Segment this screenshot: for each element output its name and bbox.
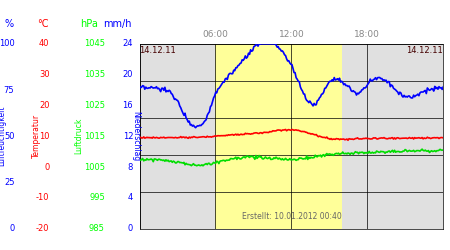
Text: %: % bbox=[4, 19, 13, 29]
Text: 12: 12 bbox=[123, 132, 133, 141]
Text: 0: 0 bbox=[128, 224, 133, 233]
Text: 8: 8 bbox=[128, 162, 133, 172]
Text: 1025: 1025 bbox=[84, 101, 105, 110]
Text: 10: 10 bbox=[39, 132, 50, 141]
Text: 995: 995 bbox=[89, 194, 105, 202]
Text: Luftfeuchtigkeit: Luftfeuchtigkeit bbox=[0, 106, 7, 166]
Text: °C: °C bbox=[37, 19, 49, 29]
Text: 18:00: 18:00 bbox=[354, 30, 380, 39]
Text: 14.12.11: 14.12.11 bbox=[140, 46, 176, 55]
Text: 30: 30 bbox=[39, 70, 50, 79]
Text: 1045: 1045 bbox=[84, 39, 105, 48]
Text: 1005: 1005 bbox=[84, 162, 105, 172]
Text: Erstellt: 10.01.2012 00:40: Erstellt: 10.01.2012 00:40 bbox=[242, 212, 341, 221]
Text: Luftdruck: Luftdruck bbox=[75, 118, 84, 154]
Text: Niederschlag: Niederschlag bbox=[131, 111, 140, 162]
Text: 06:00: 06:00 bbox=[202, 30, 228, 39]
Text: -10: -10 bbox=[36, 194, 50, 202]
Text: 25: 25 bbox=[4, 178, 14, 187]
Text: 0: 0 bbox=[9, 224, 14, 233]
Text: 75: 75 bbox=[4, 86, 14, 94]
Text: 20: 20 bbox=[123, 70, 133, 79]
Text: 100: 100 bbox=[0, 39, 14, 48]
Text: mm/h: mm/h bbox=[104, 19, 132, 29]
Text: 1035: 1035 bbox=[84, 70, 105, 79]
Text: 50: 50 bbox=[4, 132, 14, 141]
Text: 20: 20 bbox=[39, 101, 50, 110]
Text: 14.12.11: 14.12.11 bbox=[406, 46, 443, 55]
Text: 16: 16 bbox=[122, 101, 133, 110]
Text: 0: 0 bbox=[44, 162, 50, 172]
Text: 4: 4 bbox=[128, 194, 133, 202]
Bar bbox=[216, 44, 342, 229]
Text: -20: -20 bbox=[36, 224, 50, 233]
Text: Temperatur: Temperatur bbox=[32, 114, 40, 158]
Text: 40: 40 bbox=[39, 39, 50, 48]
Text: 1015: 1015 bbox=[84, 132, 105, 141]
Text: 985: 985 bbox=[89, 224, 105, 233]
Text: 12:00: 12:00 bbox=[279, 30, 304, 39]
Text: hPa: hPa bbox=[80, 19, 98, 29]
Text: 24: 24 bbox=[123, 39, 133, 48]
